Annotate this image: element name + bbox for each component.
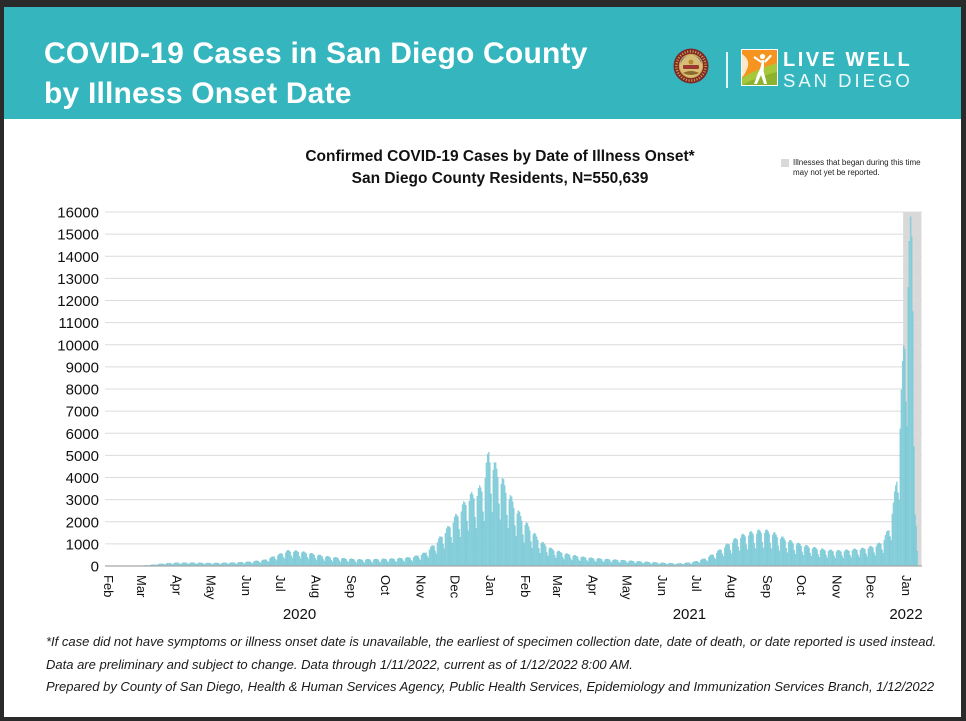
live-well-wordmark: LIVE WELL SAN DIEGO bbox=[783, 49, 913, 91]
svg-text:Aug: Aug bbox=[725, 575, 740, 598]
svg-text:7000: 7000 bbox=[66, 404, 99, 421]
svg-text:3000: 3000 bbox=[66, 492, 99, 509]
svg-text:Mar: Mar bbox=[550, 575, 565, 598]
svg-text:0: 0 bbox=[91, 559, 99, 576]
svg-text:Mar: Mar bbox=[134, 575, 149, 598]
report-body bbox=[4, 7, 961, 717]
y-axis-labels: 0 1000 2000 3000 4000 5000 6000 7000 8000 9000 100… bbox=[57, 205, 99, 576]
footnote-data-currency: Data are preliminary and subject to chan… bbox=[46, 656, 633, 672]
svg-text:Feb: Feb bbox=[518, 575, 533, 597]
page-title-line2: by Illness Onset Date bbox=[44, 77, 352, 110]
svg-text:6000: 6000 bbox=[66, 426, 99, 443]
svg-text:11000: 11000 bbox=[58, 315, 99, 332]
svg-text:Dec: Dec bbox=[864, 575, 879, 599]
svg-text:1000: 1000 bbox=[66, 536, 99, 553]
footnote-onset-definition: *If case did not have symptoms or illnes… bbox=[46, 634, 937, 649]
svg-text:8000: 8000 bbox=[66, 382, 99, 399]
svg-text:Oct: Oct bbox=[378, 575, 393, 596]
svg-text:2020: 2020 bbox=[283, 606, 316, 623]
svg-text:Apr: Apr bbox=[169, 575, 184, 596]
svg-text:10000: 10000 bbox=[57, 337, 99, 354]
svg-text:5000: 5000 bbox=[66, 448, 99, 465]
chart-title-line2: San Diego County Residents, N=550,639 bbox=[351, 170, 649, 187]
chart-title: Confirmed COVID-19 Cases by Date of Illn… bbox=[180, 146, 820, 190]
x-axis-month-labels: Feb Mar Apr May Jun Jul Aug Sep Oct Nov Dec Jan Feb M… bbox=[101, 575, 914, 600]
svg-text:Oct: Oct bbox=[794, 575, 809, 596]
svg-text:Jul: Jul bbox=[273, 575, 288, 592]
svg-text:Sep: Sep bbox=[760, 575, 775, 598]
footnote-prepared-by: Prepared by County of San Diego, Health … bbox=[46, 679, 935, 695]
page-title: COVID-19 Cases in San Diego County by Il… bbox=[44, 34, 588, 114]
x-axis-year-labels: 2020 2021 2022 bbox=[283, 606, 923, 623]
svg-text:Dec: Dec bbox=[448, 575, 463, 599]
footnotes: *If case did not have symptoms or illnes… bbox=[46, 631, 946, 699]
svg-text:Nov: Nov bbox=[829, 575, 844, 599]
svg-text:Jul: Jul bbox=[689, 575, 704, 592]
svg-text:May: May bbox=[620, 575, 635, 600]
chart-title-line1: Confirmed COVID-19 Cases by Date of Illn… bbox=[305, 148, 695, 165]
svg-text:Jan: Jan bbox=[899, 575, 914, 596]
svg-text:Sep: Sep bbox=[344, 575, 359, 598]
svg-text:2000: 2000 bbox=[66, 514, 99, 531]
chart-legend: Illnesses that began during this time ma… bbox=[781, 158, 927, 178]
svg-text:2022: 2022 bbox=[889, 606, 922, 623]
daily-case-bars bbox=[117, 216, 919, 567]
live-well-text: LIVE WELL bbox=[783, 49, 913, 71]
svg-text:Nov: Nov bbox=[413, 575, 428, 599]
svg-text:15000: 15000 bbox=[57, 227, 99, 244]
brand-divider bbox=[726, 52, 728, 88]
svg-text:14000: 14000 bbox=[57, 249, 99, 266]
page-title-line1: COVID-19 Cases in San Diego County bbox=[44, 37, 588, 70]
svg-text:13000: 13000 bbox=[57, 271, 99, 288]
svg-text:2021: 2021 bbox=[673, 606, 706, 623]
gridlines bbox=[105, 211, 922, 545]
svg-text:Feb: Feb bbox=[101, 575, 116, 597]
san-diego-text: SAN DIEGO bbox=[783, 70, 913, 91]
onset-date-bar-chart: 0 1000 2000 3000 4000 5000 6000 7000 8000 9000 100… bbox=[57, 205, 923, 624]
svg-text:May: May bbox=[204, 575, 219, 600]
svg-text:Jan: Jan bbox=[483, 575, 498, 596]
svg-text:16000: 16000 bbox=[57, 205, 99, 222]
svg-text:Aug: Aug bbox=[308, 575, 323, 598]
svg-text:9000: 9000 bbox=[66, 359, 99, 376]
svg-text:4000: 4000 bbox=[66, 470, 99, 487]
unreported-legend-swatch bbox=[781, 159, 789, 167]
svg-text:Jun: Jun bbox=[239, 575, 254, 596]
county-seal-icon bbox=[673, 48, 709, 84]
svg-text:Jun: Jun bbox=[655, 575, 670, 596]
report-header: COVID-19 Cases in San Diego County by Il… bbox=[4, 7, 961, 119]
svg-text:Apr: Apr bbox=[586, 575, 601, 596]
svg-text:12000: 12000 bbox=[57, 293, 99, 310]
live-well-logo-icon bbox=[741, 49, 778, 86]
unreported-legend-label: Illnesses that began during this time ma… bbox=[793, 158, 921, 177]
